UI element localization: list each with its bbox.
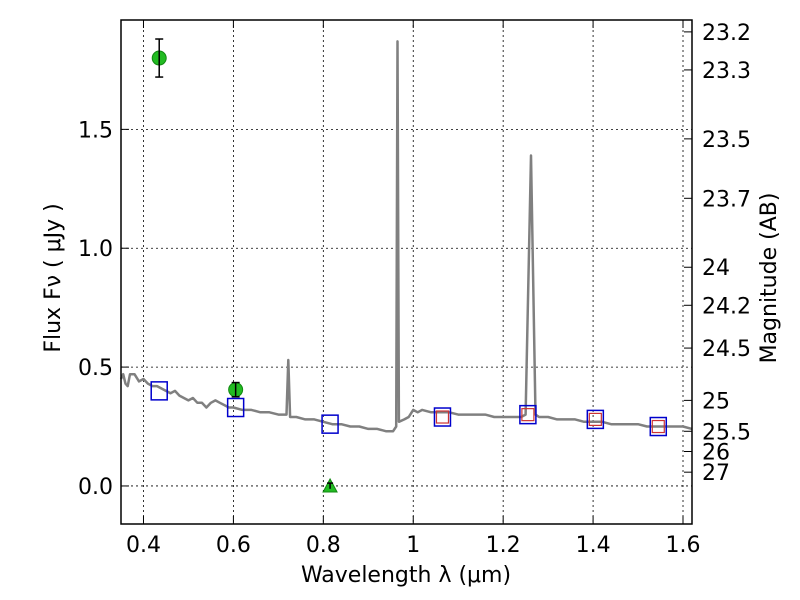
x-tick-label: 1.2 (486, 533, 521, 558)
x-tick-label: 0.8 (306, 533, 341, 558)
model-photometry-square (321, 414, 339, 434)
x-tick-label: 0.6 (216, 533, 251, 558)
right-tick-label: 25 (702, 389, 730, 414)
model-photometry-inner-square (521, 408, 535, 422)
right-tick-label: 23.2 (702, 21, 751, 46)
plot-frame (120, 19, 693, 525)
model-spectrum-line (119, 40, 693, 433)
model-photometry-inner-square (588, 412, 602, 426)
model-photometry-inner-square (651, 419, 665, 434)
right-tick-label: 23.3 (702, 59, 751, 84)
spectrum-layer (119, 40, 693, 433)
model-photometry-square (150, 381, 168, 401)
x-tick-label: 1.4 (576, 533, 611, 558)
model-photometry-square (649, 416, 668, 437)
tick-layer: 0.4 0.6 0.8 1 1.2 1.4 1.6 0.0 0.5 1.0 1.5 23.2 23.3 2… (78, 20, 751, 558)
photometry-layer (150, 38, 668, 493)
y-tick-label: 0.0 (78, 475, 113, 500)
right-tick-label: 25.5 (702, 420, 751, 445)
y-tick-label: 1.0 (78, 237, 113, 262)
right-tick-label: 23.5 (702, 128, 751, 153)
x-axis-label: Wavelength λ (μm) (301, 563, 511, 588)
grid-lines (121, 20, 692, 524)
x-tick-label: 1.6 (666, 533, 701, 558)
right-tick-label: 23.7 (702, 187, 751, 212)
model-photometry-square (519, 404, 537, 425)
right-tick-label: 24.2 (702, 294, 751, 319)
right-tick-label: 24 (702, 256, 730, 281)
right-tick-label: 24.5 (702, 337, 751, 362)
y-tick-label: 0.5 (78, 356, 113, 381)
model-photometry-square (586, 409, 605, 430)
right-axis-label: Magnitude (AB) (757, 193, 782, 364)
right-tick-label: 26 (702, 440, 730, 465)
model-photometry-square (433, 407, 452, 427)
model-photometry-square (226, 397, 245, 418)
right-tick-label: 27 (702, 461, 730, 486)
y-axis-label: Flux Fν ( μJy ) (41, 203, 66, 352)
y-tick-label: 1.5 (78, 118, 113, 143)
x-tick-label: 0.4 (126, 533, 161, 558)
model-photometry-inner-square (435, 410, 450, 424)
x-tick-label: 1 (406, 533, 420, 558)
